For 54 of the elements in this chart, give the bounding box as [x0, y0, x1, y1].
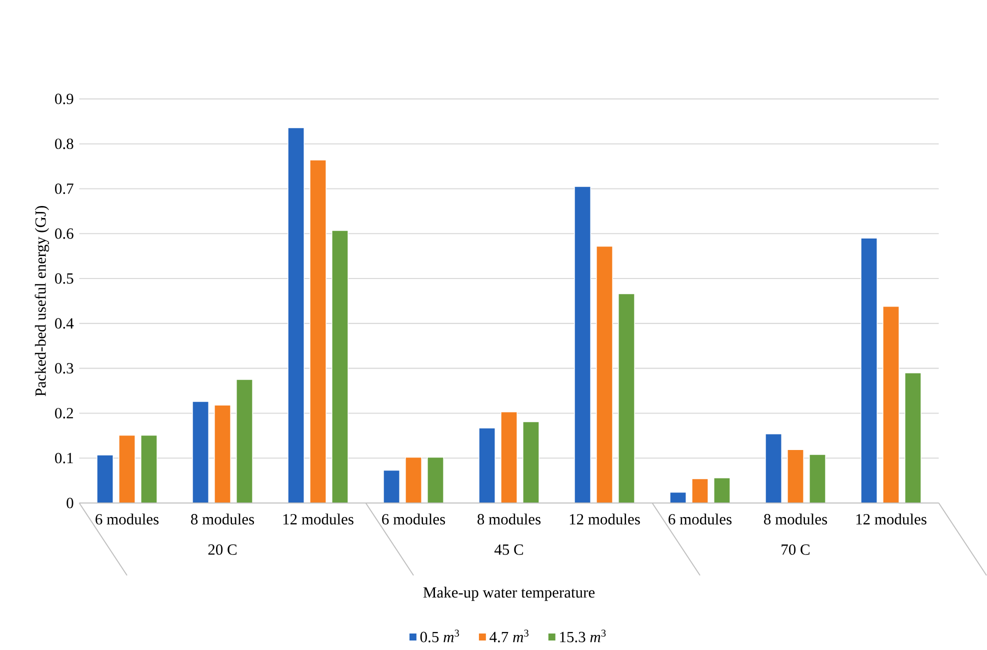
- y-tick-label: 0.7: [55, 184, 74, 194]
- x-axis-title: Make-up water temperature: [423, 586, 595, 602]
- y-tick-label: 0.1: [55, 453, 73, 464]
- bar: [714, 478, 730, 504]
- bar: [670, 492, 687, 504]
- bar: [383, 470, 400, 504]
- bar: [904, 372, 922, 504]
- bar: [288, 127, 305, 504]
- bar: [140, 435, 158, 504]
- x-tick-label: 6 modules: [668, 514, 732, 525]
- x-tick-label: 12 modules: [856, 514, 926, 525]
- bar: [478, 428, 496, 504]
- bar: [618, 294, 635, 504]
- bar: [405, 457, 422, 504]
- legend-label: 15.3 m$^{3}$: [560, 630, 606, 643]
- x-tick-label: 8 modules: [191, 514, 254, 525]
- bar: [787, 449, 804, 504]
- y-tick-label: 0: [66, 498, 74, 508]
- bar: [310, 160, 326, 504]
- bar: [332, 230, 348, 504]
- bar: [192, 401, 210, 504]
- bar: [596, 246, 613, 504]
- y-tick-label: 0.3: [55, 363, 74, 374]
- legend-label: 4.7 m$^{3}$: [490, 630, 528, 643]
- bar: [692, 478, 708, 504]
- y-tick-label: 0.2: [55, 408, 73, 419]
- y-tick-label: 0.4: [55, 318, 74, 329]
- x-tick-label: 8 modules: [478, 514, 541, 525]
- bar: [860, 238, 878, 504]
- bar: [574, 186, 592, 504]
- bar: [236, 379, 253, 504]
- y-axis-title: Packed-bed useful energy (GJ): [34, 206, 50, 396]
- x-tick-label: 12 modules: [283, 514, 354, 525]
- text: 45 C: [494, 544, 523, 556]
- text: 70 C: [782, 544, 810, 556]
- x-tick-label: 8 modules: [764, 514, 828, 525]
- text: 20 C: [208, 544, 236, 556]
- y-tick-label: 0.9: [55, 94, 74, 104]
- bar: [118, 435, 136, 504]
- bar: [882, 306, 900, 504]
- y-tick-label: 0.6: [55, 228, 74, 240]
- bar: [500, 412, 518, 504]
- x-tick-label: 6 modules: [382, 514, 446, 525]
- bar: [765, 434, 782, 504]
- x-tick-label: 6 modules: [96, 514, 159, 525]
- y-tick-label: 0.5: [55, 273, 74, 284]
- bar: [427, 457, 444, 504]
- y-tick-label: 0.8: [55, 138, 74, 150]
- bar: [96, 454, 114, 504]
- legend-label: 0.5 m$^{3}$: [420, 630, 460, 643]
- bar: [809, 454, 826, 504]
- x-tick-label: 12 modules: [570, 514, 640, 525]
- bar: [214, 404, 231, 504]
- bar: [522, 422, 540, 504]
